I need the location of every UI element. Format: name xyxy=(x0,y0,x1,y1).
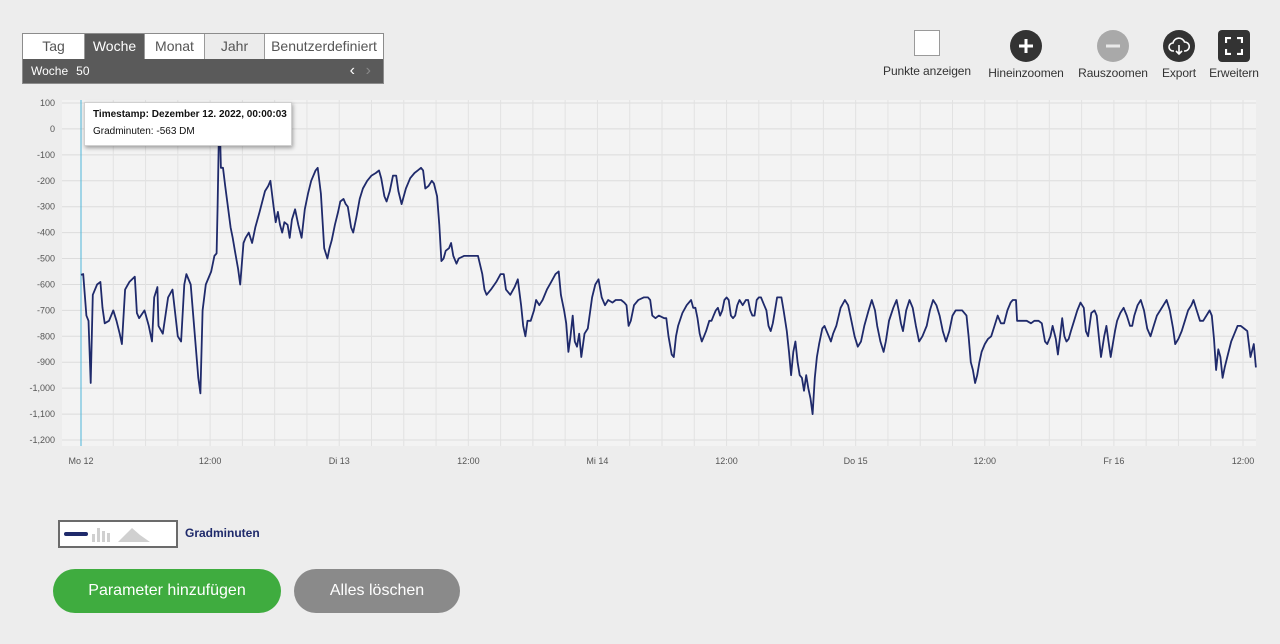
y-tick-label: -900 xyxy=(37,357,55,367)
x-tick-label: Di 13 xyxy=(329,456,350,466)
tab-benutzerdefiniert[interactable]: Benutzerdefiniert xyxy=(265,34,383,59)
chart-type-selector[interactable] xyxy=(58,520,178,548)
y-tick-label: -400 xyxy=(37,228,55,238)
y-tick-label: -200 xyxy=(37,176,55,186)
zoom-in-label: Hineinzoomen xyxy=(988,66,1064,80)
next-week-chevron-icon[interactable]: › xyxy=(365,62,371,79)
x-tick-label: 12:00 xyxy=(199,456,222,466)
x-tick-label: 12:00 xyxy=(457,456,480,466)
cloud-download-icon xyxy=(1163,30,1195,62)
week-label: Woche xyxy=(31,64,69,78)
gradminuten-line-chart[interactable]: 100 0 -100 -200 -300 -400 -500 -600 -700 -800 -900… xyxy=(0,96,1280,476)
y-tick-label: -100 xyxy=(37,150,55,160)
x-tick-label: 12:00 xyxy=(974,456,997,466)
zoom-in-icon xyxy=(1010,30,1042,62)
y-tick-label: -700 xyxy=(37,305,55,315)
chart-type-icons xyxy=(64,528,150,542)
tab-woche[interactable]: Woche xyxy=(85,34,145,59)
series-line-gradminuten[interactable] xyxy=(80,122,1257,415)
export-button[interactable]: Export xyxy=(1160,30,1198,80)
period-tabs: Tag Woche Monat Jahr Benutzerdefiniert xyxy=(23,34,383,59)
export-label: Export xyxy=(1161,66,1197,80)
x-tick-label: Mi 14 xyxy=(586,456,608,466)
zoom-out-label: Rauszoomen xyxy=(1078,66,1148,80)
y-tick-label: 0 xyxy=(50,124,55,134)
x-tick-label: 12:00 xyxy=(715,456,738,466)
tab-monat[interactable]: Monat xyxy=(145,34,205,59)
period-selector: Tag Woche Monat Jahr Benutzerdefiniert W… xyxy=(22,33,384,84)
x-tick-label: Fr 16 xyxy=(1103,456,1124,466)
x-tick-label: Do 15 xyxy=(844,456,868,466)
y-tick-label: -1,000 xyxy=(29,383,55,393)
y-tick-label: 100 xyxy=(40,98,55,108)
tab-tag[interactable]: Tag xyxy=(23,34,85,59)
chart-tooltip: Timestamp: Dezember 12. 2022, 00:00:03 G… xyxy=(84,102,292,146)
fullscreen-icon xyxy=(1218,30,1250,62)
y-tick-label: -300 xyxy=(37,202,55,212)
tooltip-timestamp-key: Timestamp: xyxy=(93,109,149,120)
x-tick-label: Mo 12 xyxy=(68,456,93,466)
line-type-icon xyxy=(64,532,88,536)
tooltip-timestamp-value: Dezember 12. 2022, 00:00:03 xyxy=(151,109,287,120)
show-points-toggle[interactable]: Punkte anzeigen xyxy=(881,30,973,78)
x-axis: Mo 12 12:00 Di 13 12:00 Mi 14 12:00 Do 15 12:00… xyxy=(68,456,1254,466)
legend-series-label: Gradminuten xyxy=(185,526,260,540)
x-tick-label: 12:00 xyxy=(1232,456,1255,466)
zoom-out-button[interactable]: Rauszoomen xyxy=(1077,30,1149,80)
show-points-checkbox[interactable] xyxy=(914,30,940,56)
bar-type-icon xyxy=(92,528,110,542)
y-axis: 100 0 -100 -200 -300 -400 -500 -600 -700 -800 -900… xyxy=(29,98,55,445)
y-tick-label: -1,100 xyxy=(29,409,55,419)
expand-label: Erweitern xyxy=(1209,66,1259,80)
tooltip-value: Gradminuten: -563 DM xyxy=(93,126,195,137)
y-tick-label: -500 xyxy=(37,254,55,264)
show-points-label: Punkte anzeigen xyxy=(883,64,971,78)
zoom-in-button[interactable]: Hineinzoomen xyxy=(985,30,1067,80)
zoom-out-icon xyxy=(1097,30,1129,62)
expand-button[interactable]: Erweitern xyxy=(1207,30,1261,80)
clear-all-button[interactable]: Alles löschen xyxy=(294,569,460,613)
week-number: 50 xyxy=(76,64,90,78)
week-navigator: Woche 50 ‹ › xyxy=(23,59,383,83)
area-type-icon xyxy=(118,528,150,542)
y-tick-label: -800 xyxy=(37,331,55,341)
add-parameter-button[interactable]: Parameter hinzufügen xyxy=(53,569,281,613)
previous-week-chevron-icon[interactable]: ‹ xyxy=(349,62,355,79)
y-tick-label: -1,200 xyxy=(29,435,55,445)
y-tick-label: -600 xyxy=(37,279,55,289)
tab-jahr[interactable]: Jahr xyxy=(205,34,265,59)
